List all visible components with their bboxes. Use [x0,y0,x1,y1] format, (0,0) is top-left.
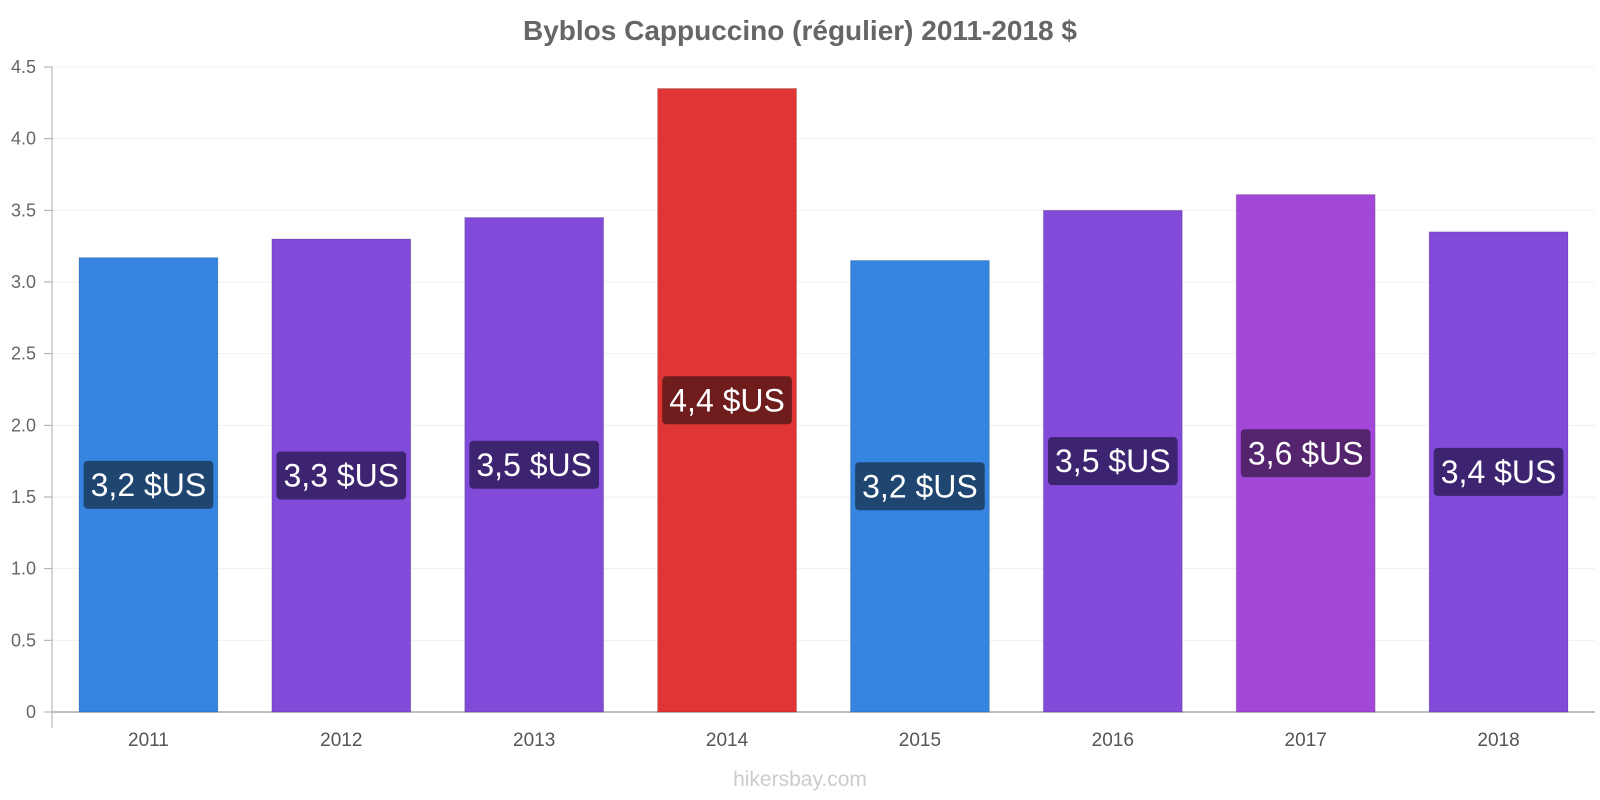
x-tick-label: 2014 [706,730,749,751]
data-label: 3,3 $US [284,458,400,494]
data-label: 3,6 $US [1248,435,1364,471]
data-label-box [469,440,599,489]
chart-title: Byblos Cappuccino (régulier) 2011-2018 $ [523,15,1077,46]
y-tick-label: 0.5 [11,630,36,650]
y-tick-label: 4.0 [11,129,36,149]
y-tick-label: 2.0 [11,415,36,435]
watermark: hikersbay.com [733,768,867,791]
y-tick-label: 2.5 [11,344,36,364]
y-axis-ticks: 0 0.5 1.0 1.5 2.0 2.5 3.0 3.5 4.0 4.5 [11,57,52,722]
data-label-box [1240,429,1371,478]
y-tick-label: 4.5 [11,57,36,77]
data-label-box [662,376,792,425]
data-label-box [83,460,214,509]
data-label-box [276,451,407,500]
x-tick-label: 2013 [513,730,555,751]
x-tick-label: 2015 [899,730,941,751]
data-label: 4,4 $US [669,382,785,418]
x-axis-labels: 2011 2012 2013 2014 2015 2016 2017 2018 [128,730,1520,751]
x-tick-label: 2016 [1092,730,1134,751]
data-label: 3,2 $US [862,468,978,504]
data-label-box [1048,437,1178,486]
data-label-box [1433,447,1564,496]
y-tick-label: 1.0 [11,559,36,579]
data-label-box [855,462,985,511]
data-label: 3,5 $US [1055,443,1171,479]
data-labels: 3,2 $US 3,3 $US 3,5 $US 4,4 $US 3,2 $US 3,5 $… [83,376,1564,511]
y-tick-label: 0 [26,702,36,722]
x-tick-label: 2018 [1477,730,1519,751]
data-label: 3,5 $US [476,447,592,483]
x-tick-label: 2011 [128,730,169,751]
x-tick-label: 2017 [1285,730,1327,751]
y-tick-label: 1.5 [11,487,36,507]
bars [78,88,1569,713]
y-tick-label: 3.0 [11,272,36,292]
y-tick-label: 3.5 [11,200,36,220]
data-label: 3,4 $US [1441,454,1557,490]
x-tick-label: 2012 [320,730,362,751]
data-label: 3,2 $US [91,467,207,503]
